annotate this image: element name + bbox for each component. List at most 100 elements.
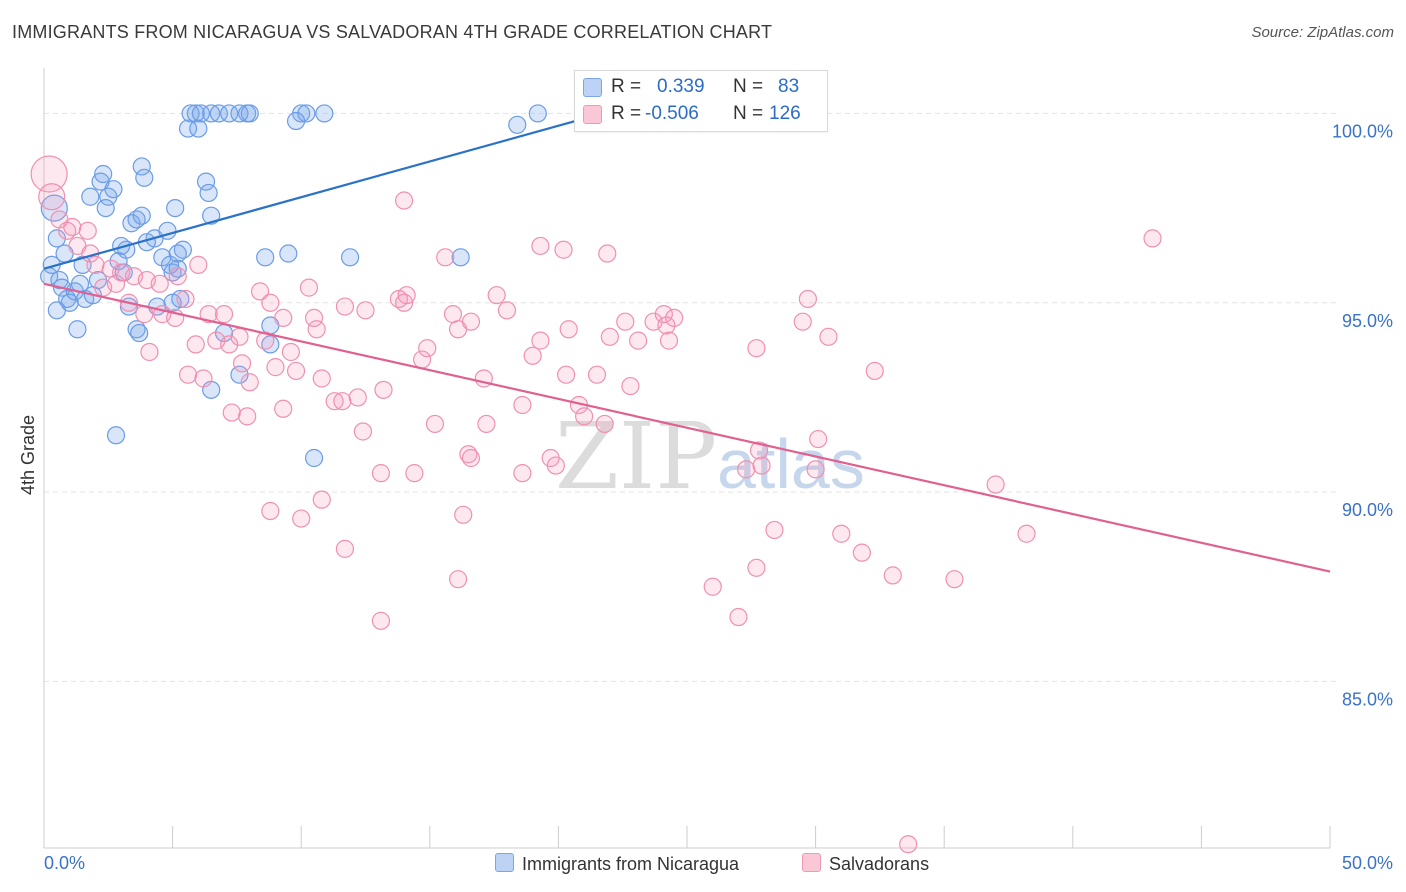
salvadoran-point xyxy=(587,365,607,384)
nicaragua-point xyxy=(81,187,100,206)
salvadoran-point xyxy=(523,346,542,365)
salvadoran-point xyxy=(806,460,825,479)
salvadoran-point xyxy=(150,274,169,293)
y-tick-label: 95.0% xyxy=(1342,311,1393,331)
legend-r-value-nicaragua: 0.339 xyxy=(657,76,705,97)
bottom-legend-label-salvadorans: Salvadorans xyxy=(829,854,930,874)
nicaragua-point xyxy=(132,157,151,176)
salvadoran-point xyxy=(312,369,331,388)
legend-r-label: R = xyxy=(611,76,642,97)
nicaragua-point xyxy=(189,119,208,138)
salvadoran-point xyxy=(883,566,902,585)
salvadoran-point xyxy=(394,191,414,210)
salvadoran-point xyxy=(38,183,66,211)
nicaragua-point xyxy=(199,183,218,203)
salvadoran-point xyxy=(194,369,213,388)
salvadoran-point xyxy=(546,456,565,475)
legend-n-value-nicaragua: 83 xyxy=(778,76,800,97)
salvadoran-point xyxy=(575,407,594,426)
salvadoran-point xyxy=(665,308,684,328)
salvadoran-point xyxy=(899,835,918,854)
grid-lines xyxy=(44,112,1336,682)
salvadoran-point xyxy=(238,407,257,426)
salvadoran-point xyxy=(513,395,532,415)
salvadoran-point xyxy=(261,501,280,521)
salvadoran-point xyxy=(737,460,756,479)
nicaragua-point xyxy=(209,104,228,123)
nicaragua-point xyxy=(256,248,275,267)
chart-title: IMMIGRANTS FROM NICARAGUA VS SALVADORAN … xyxy=(12,22,773,42)
salvadoran-point xyxy=(250,282,270,301)
salvadoran-point xyxy=(443,305,463,324)
salvadoran-point xyxy=(513,464,532,483)
watermark: ZIP atlas xyxy=(555,403,865,510)
nicaragua-point xyxy=(47,301,66,320)
salvadoran-point xyxy=(240,373,259,392)
salvadoran-point xyxy=(832,524,851,543)
salvadoran-point xyxy=(531,236,550,256)
nicaragua-point xyxy=(240,104,259,123)
salvadoran-point xyxy=(353,422,373,441)
nicaragua-point xyxy=(47,229,66,248)
nicaragua-point xyxy=(168,244,187,263)
salvadoran-point xyxy=(945,570,964,589)
salvadoran-point xyxy=(230,327,249,346)
salvadoran-point xyxy=(286,361,306,381)
salvadoran-point xyxy=(765,520,784,540)
salvadoran-point xyxy=(865,361,884,381)
nicaragua-point xyxy=(196,172,216,191)
salvadoran-point xyxy=(232,354,252,373)
salvadoran-point xyxy=(199,305,218,324)
salvadoran-point xyxy=(436,248,455,267)
nicaragua-point xyxy=(104,180,123,199)
salvadoran-point xyxy=(178,365,198,384)
data-points xyxy=(30,104,1162,854)
y-tick-label: 85.0% xyxy=(1342,689,1393,709)
salvadoran-point xyxy=(186,335,205,354)
salvadoran-point xyxy=(256,331,275,350)
salvadoran-point xyxy=(397,286,416,305)
salvadoran-point xyxy=(425,414,445,434)
salvadoran-point xyxy=(729,607,748,627)
nicaragua-point xyxy=(178,119,198,138)
salvadoran-point xyxy=(477,414,496,434)
salvadoran-point xyxy=(793,312,812,331)
nicaragua-point xyxy=(96,198,115,218)
salvadoran-point xyxy=(600,327,619,346)
nicaragua-point xyxy=(315,104,334,123)
salvadoran-point xyxy=(214,305,234,324)
salvadoran-point xyxy=(78,221,97,240)
salvadoran-point xyxy=(274,308,293,328)
salvadoran-point xyxy=(312,490,331,509)
salvadoran-point xyxy=(325,392,344,411)
salvadoran-point xyxy=(559,320,578,339)
salvadoran-point xyxy=(454,505,473,524)
salvadoran-point xyxy=(629,331,648,350)
x-tick-label: 50.0% xyxy=(1342,853,1393,873)
correlation-legend: R = 0.339 N = 83 R = -0.506 N = 126 xyxy=(574,70,828,132)
salvadoran-point xyxy=(168,267,187,286)
bottom-legend-swatch-salvadorans xyxy=(802,853,821,872)
nicaragua-point xyxy=(340,248,360,267)
salvadoran-point xyxy=(405,464,424,483)
nicaragua-point xyxy=(130,323,149,343)
nicaragua-point xyxy=(181,104,200,123)
salvadoran-point xyxy=(30,155,68,193)
salvadoran-point xyxy=(281,342,301,362)
nicaragua-point xyxy=(153,248,172,267)
salvadoran-point xyxy=(659,331,679,350)
salvadoran-point xyxy=(657,316,676,335)
nicaragua-point xyxy=(186,104,205,123)
legend-n-label: N = xyxy=(733,103,764,124)
bottom-legend-nicaragua: Immigrants from Nicaragua xyxy=(495,853,739,875)
bottom-legend-swatch-nicaragua xyxy=(495,853,514,872)
salvadoran-point xyxy=(531,331,550,350)
x-tick-label: 0.0% xyxy=(44,853,85,873)
salvadoran-point xyxy=(598,244,617,263)
salvadoran-point xyxy=(448,570,468,589)
salvadoran-point xyxy=(809,429,828,449)
legend-row-salvadorans: R = -0.506 N = 126 xyxy=(575,101,827,127)
legend-r-value-salvadorans: -0.506 xyxy=(645,103,699,124)
salvadoran-point xyxy=(798,289,817,309)
salvadoran-point xyxy=(140,342,159,362)
